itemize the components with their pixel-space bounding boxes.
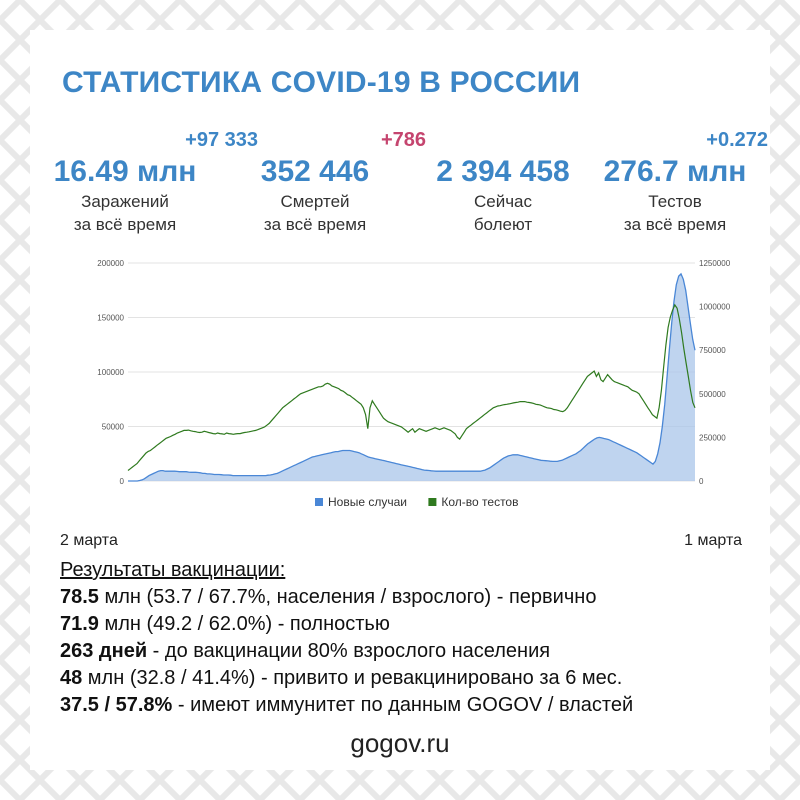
stat-value: 16.49 млн (53, 155, 197, 188)
site-link[interactable]: gogov.ru (350, 728, 450, 758)
y-right-tick-label: 1000000 (699, 303, 731, 312)
series-line (127, 303, 696, 471)
stat-delta: +97 333 (185, 129, 258, 151)
stat-infections: +97 333 16.49 млн Заражений за всё время (40, 129, 258, 235)
stat-caption-line1: Заражений (81, 192, 169, 211)
vaccination-heading: Результаты вакцинации: (60, 559, 286, 581)
x-end-label: 1 марта (684, 532, 742, 549)
legend-label: Новые случаи (328, 495, 407, 509)
y-left-tick-label: 0 (120, 477, 125, 486)
y-right-tick-label: 1250000 (699, 259, 731, 268)
covid-chart: 0 50000 100000 150000 200000 0 250000 500000 750… (97, 259, 731, 509)
stat-tests: +0.272 276.7 млн Тестов за всё время (590, 129, 768, 235)
vaccination-line: 37.5 / 57.8% - имеют иммунитет по данным… (60, 694, 634, 716)
stat-caption-line2: за всё время (623, 215, 727, 234)
legend-swatch (428, 498, 437, 506)
stat-caption-line2: за всё время (73, 215, 177, 234)
stat-deaths: +786 352 446 Смертей за всё время (230, 129, 426, 235)
y-right-tick-label: 500000 (699, 390, 726, 399)
vaccination-line: 78.5 млн (53.7 / 67.7%, населения / взро… (60, 586, 597, 608)
page-title: СТАТИСТИКА COVID-19 В РОССИИ (62, 66, 581, 99)
vaccination-line: 48 млн (32.8 / 41.4%) - привито и ревакц… (60, 667, 623, 689)
legend-label: Кол-во тестов (441, 495, 518, 509)
x-start-label: 2 марта (60, 532, 118, 549)
y-right-tick-label: 250000 (699, 433, 726, 442)
series-area-fill (128, 273, 695, 481)
series-area-line (128, 272, 696, 482)
stat-delta: +0.272 (706, 129, 768, 151)
stat-caption-line2: за всё время (263, 215, 367, 234)
y-right-tick-label: 750000 (699, 346, 726, 355)
y-left-tick-label: 100000 (97, 368, 124, 377)
vaccination-results: Результаты вакцинации: 78.5 млн (53.7 / … (60, 557, 760, 719)
stat-active: 2 394 458 Сейчас болеют (418, 155, 588, 235)
legend-swatch (315, 498, 323, 506)
stats-card: СТАТИСТИКА COVID-19 В РОССИИ +97 333 16.… (30, 30, 770, 770)
vaccination-line: 71.9 млн (49.2 / 62.0%) - полностью (60, 613, 390, 635)
y-left-tick-label: 200000 (97, 259, 124, 268)
y-left-tick-label: 150000 (97, 314, 124, 323)
stat-value: 276.7 млн (603, 155, 747, 188)
stat-caption-line1: Сейчас (473, 192, 533, 211)
stat-caption-line1: Тестов (648, 192, 702, 211)
stat-value: 352 446 (260, 155, 370, 188)
y-left-tick-label: 50000 (102, 423, 125, 432)
y-right-tick-label: 0 (699, 477, 704, 486)
stat-caption-line1: Смертей (280, 192, 350, 211)
stat-delta: +786 (380, 129, 426, 151)
stat-value: 2 394 458 (436, 155, 570, 188)
vaccination-line: 263 дней - до вакцинации 80% взрослого н… (60, 640, 551, 662)
stat-caption-line2: болеют (473, 215, 533, 234)
